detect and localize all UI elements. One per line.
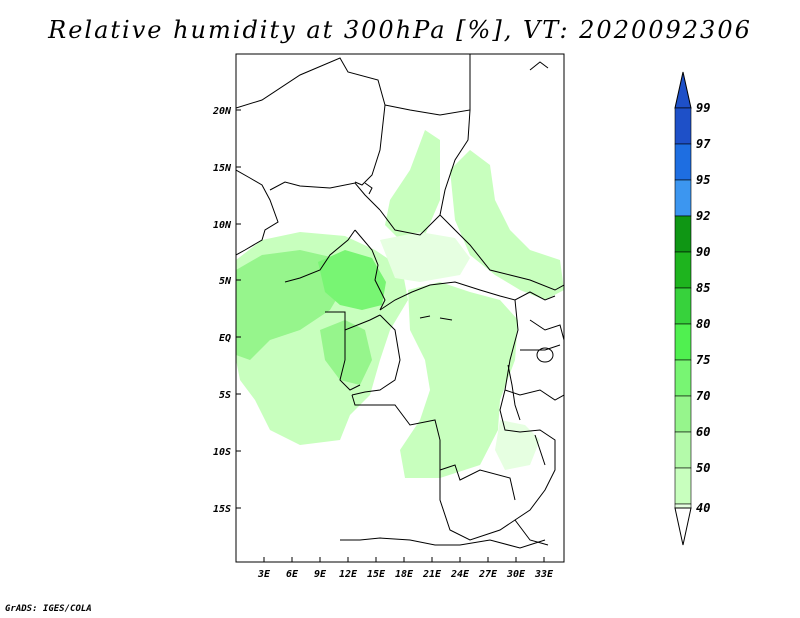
lon-label-24e: 24E	[450, 569, 470, 580]
border-angola	[351, 394, 516, 501]
lon-label-30e: 30E	[506, 569, 526, 580]
colorbar-label-50: 50	[696, 461, 710, 475]
lon-label-3e: 3E	[257, 569, 271, 580]
humidity-region-west-inner	[236, 250, 345, 360]
border-north	[236, 57, 386, 186]
lon-label-33e: 33E	[534, 569, 554, 580]
border-chad-east	[384, 54, 471, 116]
colorbar-segment-60	[674, 431, 692, 469]
lake-chad	[364, 182, 373, 195]
lon-label-27e: 27E	[478, 569, 498, 580]
lon-label-15e: 15E	[367, 569, 386, 580]
lake-malawi	[534, 434, 546, 466]
humidity-region-chad	[385, 130, 440, 240]
lon-label-12e: 12E	[339, 569, 358, 580]
humidity-region-east	[450, 150, 564, 300]
lat-label-15s: 15S	[213, 504, 231, 515]
lat-label-5s: 5S	[219, 390, 231, 401]
island-feature	[529, 61, 549, 71]
colorbar-label-60: 60	[696, 425, 710, 439]
colorbar-label-95: 95	[696, 173, 710, 187]
colorbar-label-80: 80	[696, 317, 710, 331]
border-south	[340, 537, 546, 549]
lat-axis: 20N 15N 10N 5N EQ 5S 10S 15S	[212, 106, 241, 515]
colorbar-segment-80	[674, 323, 692, 361]
colorbar-label-40: 40	[696, 501, 710, 515]
colorbar-arrow-bottom	[674, 507, 692, 546]
coast-fragment	[419, 315, 453, 321]
lon-label-6e: 6E	[286, 569, 299, 580]
colorbar-label-99: 99	[696, 101, 710, 115]
colorbar-segment-95	[674, 179, 692, 217]
colorbar-label-70: 70	[696, 389, 710, 403]
lon-label-9e: 9E	[314, 569, 327, 580]
humidity-region-southeast	[495, 420, 540, 470]
lat-label-eq: EQ	[219, 333, 231, 344]
lon-label-18e: 18E	[395, 569, 414, 580]
colorbar-arrow-top	[674, 71, 692, 109]
border-uganda-kenya	[520, 319, 564, 351]
colorbar-segment-92	[674, 215, 692, 253]
humidity-region-car	[380, 232, 470, 282]
border-chad-car	[379, 209, 441, 236]
border-drc-east	[499, 299, 556, 521]
map-title: Relative humidity at 300hPa [%], VT: 202…	[48, 16, 752, 44]
lake-tanganyika	[507, 364, 521, 421]
colorbar-segment-99	[674, 107, 692, 145]
lake-victoria	[536, 347, 554, 363]
lat-label-20n: 20N	[212, 106, 232, 117]
lon-label-21e: 21E	[422, 569, 442, 580]
border-angola-zambia	[439, 470, 549, 546]
border-tanzania	[504, 389, 564, 401]
colorbar-segment-97	[674, 143, 692, 181]
border-sudan	[439, 109, 564, 291]
colorbar-segment-75	[674, 359, 692, 397]
humidity-region-cameroon	[318, 250, 386, 310]
lat-label-15n: 15N	[213, 163, 232, 174]
map-frame	[235, 53, 565, 563]
grads-credit: GrADS: IGES/COLA	[5, 604, 92, 614]
colorbar: 99 97 95 92 90 85 80 75 70 60 50 40	[674, 71, 711, 546]
colorbar-label-90: 90	[696, 245, 710, 259]
country-borders	[236, 54, 564, 549]
colorbar-segment-50	[674, 467, 692, 505]
lon-axis: 3E 6E 9E 12E 15E 18E 21E 24E 27E 30E 33E	[257, 557, 554, 580]
colorbar-segment-70	[674, 395, 692, 433]
border-cameroon	[284, 229, 386, 311]
colorbar-segment-85	[674, 287, 692, 325]
colorbar-label-97: 97	[696, 137, 711, 151]
lat-label-10n: 10N	[213, 220, 232, 231]
colorbar-label-75: 75	[696, 353, 710, 367]
lat-label-10s: 10S	[213, 447, 231, 458]
border-west-coast	[236, 169, 279, 256]
border-niger-nigeria	[269, 181, 381, 211]
humidity-region-gabon	[320, 320, 372, 385]
border-car-drc	[379, 281, 556, 311]
lat-label-5n: 5N	[219, 276, 232, 287]
lakes	[364, 61, 554, 466]
colorbar-label-85: 85	[696, 281, 710, 295]
colorbar-label-92: 92	[696, 209, 710, 223]
border-congo-drc	[351, 314, 401, 396]
colorbar-segment-40	[674, 503, 692, 509]
colorbar-segment-90	[674, 251, 692, 289]
humidity-region-congo	[400, 282, 518, 478]
border-gabon-congo	[325, 311, 381, 391]
